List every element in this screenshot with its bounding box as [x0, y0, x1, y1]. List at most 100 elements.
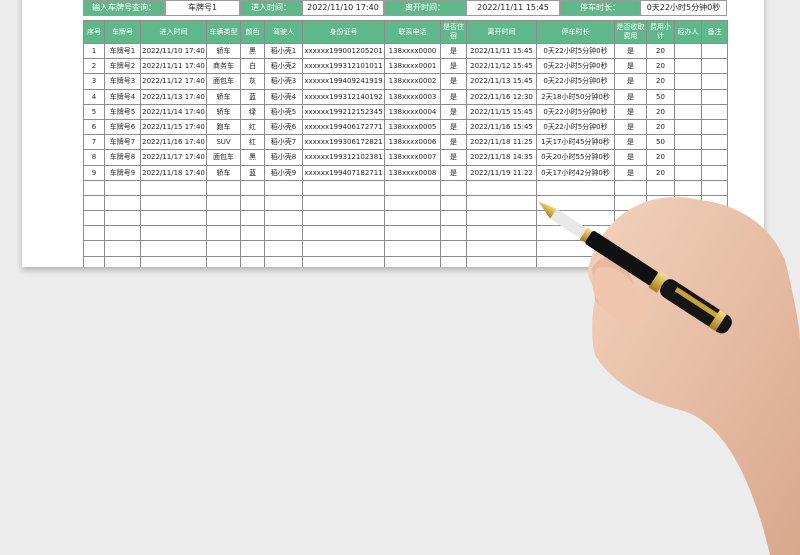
table-cell[interactable]: 绿	[240, 103, 265, 120]
empty-cell[interactable]	[466, 210, 537, 227]
empty-cell[interactable]	[614, 225, 647, 242]
empty-cell[interactable]	[614, 210, 647, 227]
table-cell[interactable]: xxxxxx199407182711	[302, 164, 385, 181]
table-cell[interactable]: 跑车	[206, 118, 241, 136]
empty-cell[interactable]	[646, 240, 675, 257]
empty-cell[interactable]	[206, 240, 241, 257]
table-cell[interactable]: 车牌号1	[104, 42, 141, 60]
empty-cell[interactable]	[206, 194, 241, 212]
empty-cell[interactable]	[384, 255, 441, 267]
empty-cell[interactable]	[302, 225, 385, 242]
table-cell[interactable]: 2022/11/17 17:40	[140, 149, 207, 166]
table-cell[interactable]: 2022/11/18 14:35	[466, 149, 537, 166]
table-cell[interactable]: 2022/11/16 17:40	[140, 134, 207, 151]
table-cell[interactable]: 138xxxx0006	[384, 134, 441, 151]
table-cell[interactable]: 是	[614, 88, 647, 105]
table-cell[interactable]: 车牌号8	[104, 149, 141, 166]
empty-cell[interactable]	[302, 210, 385, 227]
table-cell[interactable]	[674, 42, 702, 60]
table-cell[interactable]: SUV	[206, 134, 241, 151]
table-cell[interactable]: 是	[440, 103, 467, 120]
empty-cell[interactable]	[140, 225, 207, 242]
empty-cell[interactable]	[140, 194, 207, 212]
table-cell[interactable]: 2022/11/16 12:30	[466, 88, 537, 105]
empty-cell[interactable]	[140, 210, 207, 227]
table-cell[interactable]: xxxxxx199312101011	[302, 58, 385, 75]
empty-cell[interactable]	[240, 240, 265, 257]
empty-cell[interactable]	[83, 255, 105, 267]
table-cell[interactable]	[674, 134, 702, 151]
table-cell[interactable]: 稻小壳2	[264, 58, 303, 75]
table-cell[interactable]: 红	[240, 118, 265, 136]
table-cell[interactable]: 138xxxx0001	[384, 58, 441, 75]
empty-cell[interactable]	[646, 255, 675, 267]
table-cell[interactable]: 9	[83, 164, 105, 181]
empty-cell[interactable]	[264, 240, 303, 257]
table-cell[interactable]	[701, 42, 728, 60]
table-cell[interactable]: xxxxxx199306172821	[302, 134, 385, 151]
table-cell[interactable]: 0天22小时5分钟0秒	[536, 58, 615, 75]
empty-cell[interactable]	[674, 240, 702, 257]
empty-cell[interactable]	[104, 255, 141, 267]
table-cell[interactable]: 稻小壳4	[264, 88, 303, 105]
empty-cell[interactable]	[701, 255, 728, 267]
empty-cell[interactable]	[104, 194, 141, 212]
table-cell[interactable]: 轿车	[206, 164, 241, 181]
table-cell[interactable]	[701, 88, 728, 105]
table-cell[interactable]: 2022/11/15 17:40	[140, 118, 207, 136]
table-cell[interactable]: 是	[440, 164, 467, 181]
table-cell[interactable]: 6	[83, 118, 105, 136]
table-cell[interactable]: 138xxxx0008	[384, 164, 441, 181]
empty-cell[interactable]	[384, 225, 441, 242]
empty-cell[interactable]	[440, 225, 467, 242]
table-cell[interactable]: 20	[646, 103, 675, 120]
empty-cell[interactable]	[240, 255, 265, 267]
table-cell[interactable]: 2	[83, 58, 105, 75]
table-cell[interactable]: 是	[614, 134, 647, 151]
empty-cell[interactable]	[701, 194, 728, 212]
table-cell[interactable]: 稻小壳8	[264, 149, 303, 166]
empty-cell[interactable]	[240, 179, 265, 196]
table-cell[interactable]: 20	[646, 149, 675, 166]
table-cell[interactable]: 2022/11/10 17:40	[140, 42, 207, 60]
empty-cell[interactable]	[206, 210, 241, 227]
empty-cell[interactable]	[701, 225, 728, 242]
table-cell[interactable]: 灰	[240, 73, 265, 90]
empty-cell[interactable]	[646, 194, 675, 212]
table-cell[interactable]: 是	[440, 88, 467, 105]
table-cell[interactable]	[674, 164, 702, 181]
table-cell[interactable]: 稻小壳1	[264, 42, 303, 60]
empty-cell[interactable]	[674, 194, 702, 212]
empty-cell[interactable]	[104, 179, 141, 196]
empty-cell[interactable]	[674, 255, 702, 267]
table-cell[interactable]: 是	[440, 42, 467, 60]
table-cell[interactable]: 2022/11/15 15:45	[466, 103, 537, 120]
empty-cell[interactable]	[536, 225, 615, 242]
table-cell[interactable]	[674, 58, 702, 75]
empty-cell[interactable]	[536, 240, 615, 257]
table-cell[interactable]	[701, 149, 728, 166]
empty-cell[interactable]	[536, 210, 615, 227]
empty-cell[interactable]	[614, 255, 647, 267]
plate-query-input[interactable]: 车牌号1	[165, 0, 240, 16]
table-cell[interactable]: xxxxxx199312140192	[302, 88, 385, 105]
table-cell[interactable]: 轿车	[206, 103, 241, 120]
table-cell[interactable]: 是	[440, 118, 467, 136]
empty-cell[interactable]	[701, 240, 728, 257]
table-cell[interactable]: 车牌号4	[104, 88, 141, 105]
empty-cell[interactable]	[701, 179, 728, 196]
empty-cell[interactable]	[83, 210, 105, 227]
table-cell[interactable]	[701, 58, 728, 75]
table-cell[interactable]: 2022/11/12 17:40	[140, 73, 207, 90]
table-cell[interactable]: 白	[240, 58, 265, 75]
table-cell[interactable]: 2022/11/11 17:40	[140, 58, 207, 75]
table-cell[interactable]: 车牌号5	[104, 103, 141, 120]
table-cell[interactable]: 7	[83, 134, 105, 151]
table-cell[interactable]: xxxxxx199312102381	[302, 149, 385, 166]
empty-cell[interactable]	[264, 194, 303, 212]
empty-cell[interactable]	[674, 179, 702, 196]
table-cell[interactable]: 车牌号9	[104, 164, 141, 181]
empty-cell[interactable]	[384, 210, 441, 227]
empty-cell[interactable]	[206, 179, 241, 196]
empty-cell[interactable]	[614, 240, 647, 257]
